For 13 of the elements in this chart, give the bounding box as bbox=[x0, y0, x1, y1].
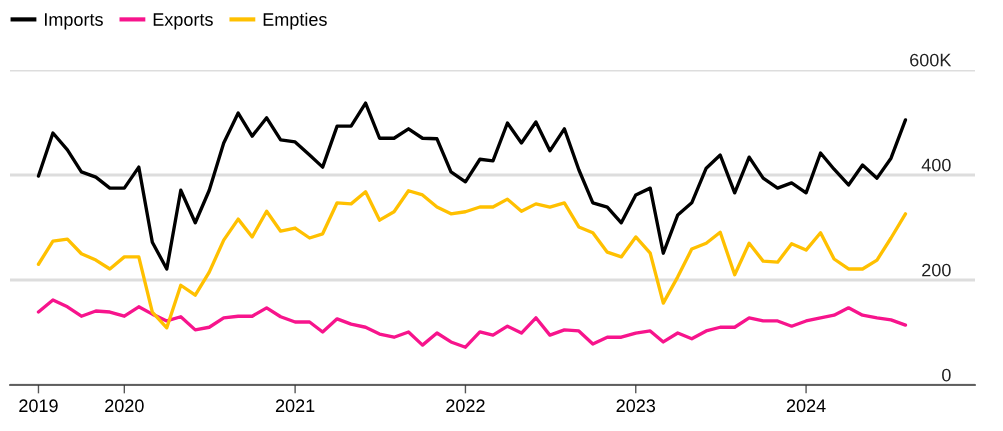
legend-label: Exports bbox=[153, 13, 213, 30]
x-tick-label: 2021 bbox=[275, 399, 315, 413]
y-tick-label: 400 bbox=[921, 158, 951, 172]
x-tick-label: 2024 bbox=[786, 399, 826, 413]
y-tick-label: 0 bbox=[942, 368, 951, 382]
legend-label: Empties bbox=[263, 12, 327, 30]
x-tick-label: 2020 bbox=[105, 399, 144, 413]
x-tick-label: 2019 bbox=[19, 399, 58, 413]
y-tick-label: 600K bbox=[910, 53, 952, 67]
y-tick-label: 200 bbox=[922, 263, 951, 277]
legend-label: Imports bbox=[45, 13, 103, 30]
x-tick-label: 2022 bbox=[446, 399, 485, 413]
x-tick-label: 2023 bbox=[616, 399, 656, 413]
